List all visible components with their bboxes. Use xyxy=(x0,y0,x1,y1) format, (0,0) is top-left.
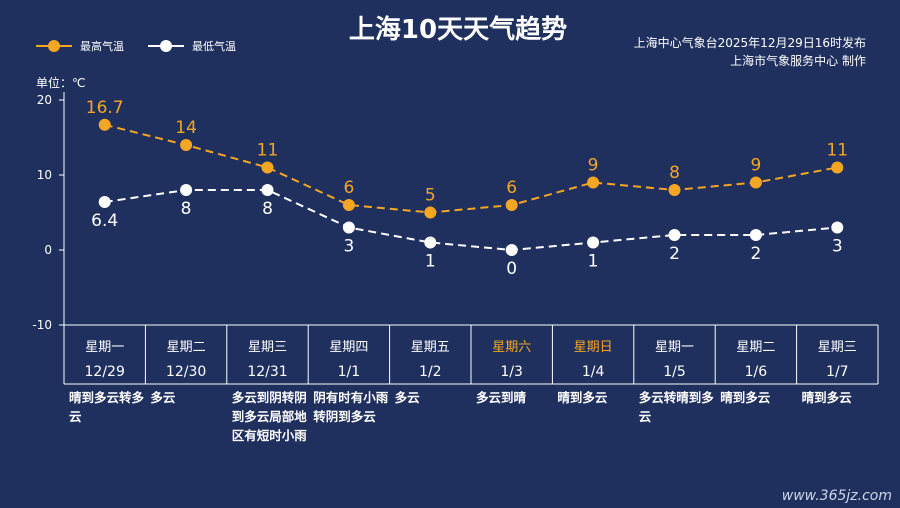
low-temp-label: 8 xyxy=(262,199,273,219)
high-temp-label: 9 xyxy=(750,156,761,176)
high-temp-point xyxy=(749,176,762,189)
high-temp-label: 14 xyxy=(175,118,197,138)
legend-low-marker xyxy=(160,40,172,52)
high-temp-label: 11 xyxy=(826,141,848,161)
weekday-label: 星期一 xyxy=(655,340,694,355)
y-tick-label: 10 xyxy=(37,168,52,182)
low-temp-point xyxy=(180,184,193,196)
legend-high-marker xyxy=(48,40,60,52)
weather-description: 阴有时有小雨转阴到多云 xyxy=(313,390,389,424)
low-temp-label: 6.4 xyxy=(91,211,118,231)
weather-description: 多云 xyxy=(150,390,176,405)
low-temp-point xyxy=(749,229,762,241)
plot-area: 20100-10星期一12/29晴到多云转多云星期二12/30多云星期三12/3… xyxy=(32,92,879,443)
low-temp-label: 8 xyxy=(181,199,192,219)
date-label: 1/2 xyxy=(419,364,442,380)
legend: 最高气温 最低气温 xyxy=(36,39,236,53)
weather-description: 多云到晴 xyxy=(476,390,527,405)
low-temp-label: 1 xyxy=(588,252,599,272)
weekday-label: 星期六 xyxy=(492,340,531,355)
high-temp-label: 11 xyxy=(257,141,279,161)
low-temp-point xyxy=(98,196,111,208)
weather-description: 多云 xyxy=(395,390,421,405)
weekday-label: 星期二 xyxy=(736,340,775,355)
high-temp-label: 5 xyxy=(425,186,436,206)
weather-description: 多云转晴到多云 xyxy=(639,390,715,424)
high-temp-label: 9 xyxy=(588,156,599,176)
low-temp-label: 3 xyxy=(832,237,843,257)
weekday-label: 星期二 xyxy=(167,340,206,355)
high-temp-point xyxy=(587,176,600,189)
weekday-label: 星期三 xyxy=(818,340,857,355)
legend-high-label: 最高气温 xyxy=(80,39,124,53)
weather-description: 多云到阴转阴到多云局部地区有短时小雨 xyxy=(232,390,308,443)
date-label: 1/4 xyxy=(582,364,605,380)
high-temp-point xyxy=(261,161,274,174)
date-label: 1/3 xyxy=(500,364,523,380)
weather-description: 晴到多云 xyxy=(802,390,853,405)
low-temp-line xyxy=(104,189,838,252)
high-temp-label: 16.7 xyxy=(86,98,124,118)
low-temp-point xyxy=(668,229,681,241)
low-temp-label: 2 xyxy=(750,244,761,264)
low-temp-point xyxy=(261,184,274,196)
source-line-2: 上海市气象服务中心 制作 xyxy=(730,53,866,68)
low-temp-label: 1 xyxy=(425,252,436,272)
weather-description: 晴到多云转多云 xyxy=(69,390,145,424)
date-label: 12/30 xyxy=(166,364,206,380)
high-temp-line xyxy=(104,123,838,214)
high-temp-point xyxy=(342,199,355,211)
weekday-label: 星期一 xyxy=(85,340,124,355)
chart-title: 上海10天天气趋势 xyxy=(349,14,567,45)
high-temp-label: 6 xyxy=(506,178,517,198)
watermark: www.365jz.com xyxy=(781,488,892,504)
weekday-label: 星期四 xyxy=(329,340,368,355)
weekday-label: 星期五 xyxy=(411,340,450,355)
source-line-1: 上海中心气象台2025年12月29日16时发布 xyxy=(634,35,866,50)
weekday-label: 星期日 xyxy=(574,340,613,355)
y-axis-unit-label: 单位：℃ xyxy=(36,75,85,90)
low-temp-label: 2 xyxy=(669,244,680,264)
high-temp-point xyxy=(424,206,437,219)
weather-description: 晴到多云 xyxy=(720,390,771,405)
weekday-label: 星期三 xyxy=(248,340,287,355)
high-temp-point xyxy=(505,199,518,211)
low-temp-label: 0 xyxy=(506,259,517,279)
date-label: 12/31 xyxy=(247,364,287,380)
weather-description: 晴到多云 xyxy=(557,390,608,405)
high-temp-label: 8 xyxy=(669,163,680,183)
y-tick-label: 20 xyxy=(37,93,52,107)
y-tick-label: -10 xyxy=(32,318,52,332)
high-temp-point xyxy=(831,161,844,174)
legend-low-label: 最低气温 xyxy=(192,39,236,53)
high-temp-point xyxy=(98,118,111,131)
high-temp-point xyxy=(668,184,681,196)
high-temp-label: 6 xyxy=(343,178,354,198)
low-temp-point xyxy=(342,221,355,234)
low-temp-point xyxy=(505,244,518,256)
date-label: 12/29 xyxy=(85,364,125,380)
date-label: 1/7 xyxy=(826,364,849,380)
low-temp-point xyxy=(587,236,600,249)
high-temp-point xyxy=(180,139,193,151)
low-temp-point xyxy=(424,236,437,249)
y-tick-label: 0 xyxy=(44,243,52,257)
low-temp-label: 3 xyxy=(343,237,354,257)
low-temp-point xyxy=(831,221,844,234)
date-label: 1/6 xyxy=(745,364,768,380)
date-label: 1/5 xyxy=(663,364,686,380)
date-label: 1/1 xyxy=(338,364,361,380)
